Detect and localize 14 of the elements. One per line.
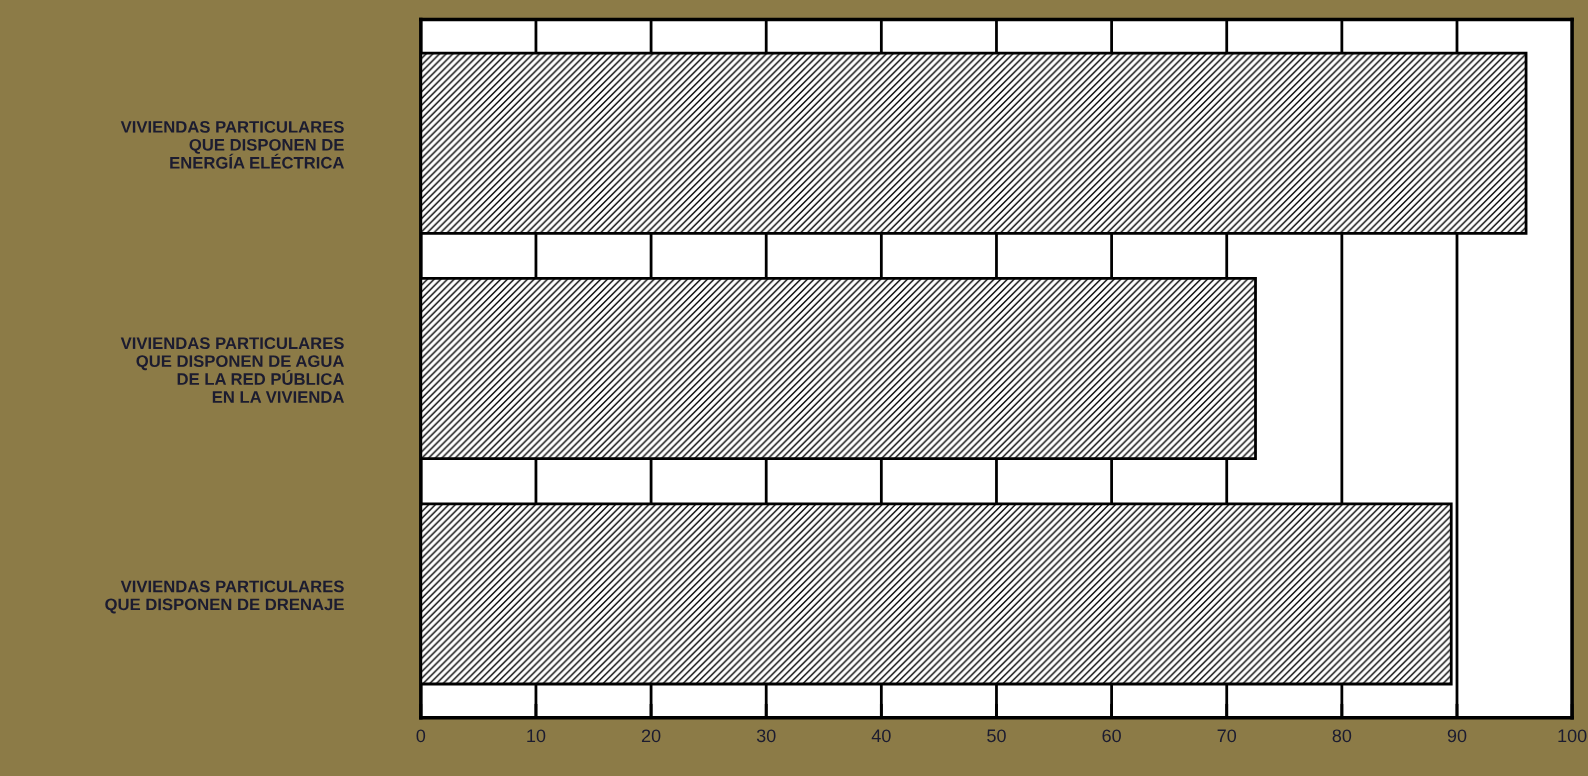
x-tick-label: 70 xyxy=(1217,729,1237,743)
x-tick-label: 60 xyxy=(1102,729,1121,743)
x-tick-label: 40 xyxy=(871,729,891,743)
x-tick-label: 30 xyxy=(756,729,776,743)
x-tick-label: 20 xyxy=(641,729,661,743)
x-tick-label: 0 xyxy=(416,729,426,743)
y-tick-label: VIVIENDAS PARTICULARES QUE DISPONEN DE AGUA DE LA RED PÚBLICA EN LA VIVIENDA xyxy=(120,337,344,403)
x-tick-label: 80 xyxy=(1332,729,1352,743)
y-tick-label: VIVIENDAS PARTICULARES QUE DISPONEN DE ENERGÍA ELÉCTRICA xyxy=(120,120,344,169)
x-tick-label: 90 xyxy=(1447,729,1467,743)
x-tick-label: 50 xyxy=(987,729,1006,743)
y-tick-label: VIVIENDAS PARTICULARES QUE DISPONEN DE DRENAJE xyxy=(105,580,344,614)
x-tick-label: 10 xyxy=(527,729,546,743)
x-tick-label: 100 xyxy=(1558,729,1587,743)
